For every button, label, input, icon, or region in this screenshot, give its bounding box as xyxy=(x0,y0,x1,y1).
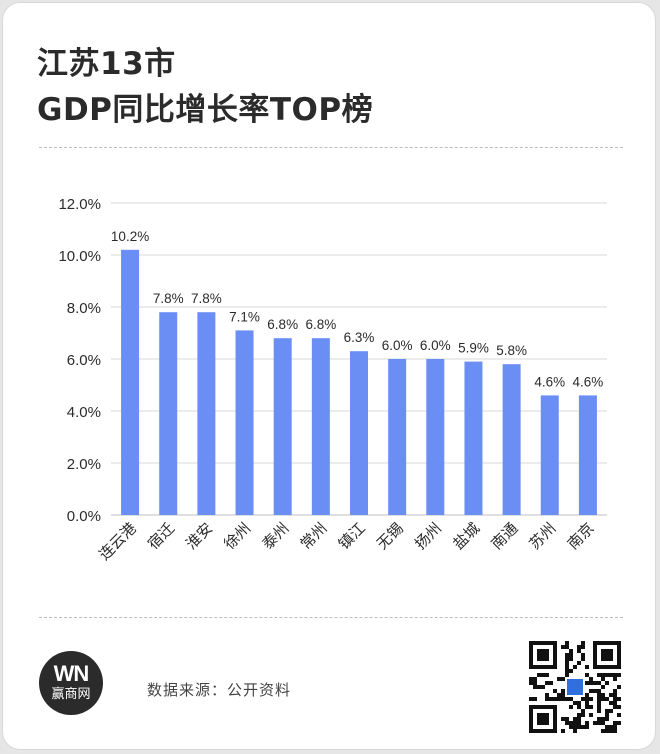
data-label: 5.9% xyxy=(458,341,489,356)
data-label: 10.2% xyxy=(111,229,149,244)
data-label: 7.1% xyxy=(229,309,260,324)
y-tick-label: 8.0% xyxy=(67,300,101,317)
x-tick-label: 苏州 xyxy=(526,519,560,553)
data-label: 7.8% xyxy=(191,291,222,306)
bar xyxy=(426,359,445,515)
y-tick-label: 2.0% xyxy=(67,456,101,473)
bar xyxy=(235,330,254,515)
bar xyxy=(350,351,368,515)
bar-chart: 0.0% 2.0% 4.0% 6.0% 8.0% 10.0% 12.0% 10.2% 连云港 7.… xyxy=(58,196,607,564)
y-tick-label: 0.0% xyxy=(67,508,101,525)
bar xyxy=(311,338,330,515)
data-label: 4.6% xyxy=(534,374,565,389)
data-label: 7.8% xyxy=(153,291,184,306)
bar xyxy=(464,361,483,515)
bar xyxy=(502,364,521,515)
qr-code-icon xyxy=(529,641,621,733)
bar xyxy=(197,312,216,515)
data-label: 6.8% xyxy=(267,317,298,332)
data-source: 数据来源：公开资料 xyxy=(147,681,292,699)
top-divider xyxy=(39,147,623,148)
bottom-divider xyxy=(39,617,623,618)
x-tick-label: 南通 xyxy=(487,519,521,553)
y-tick-label: 6.0% xyxy=(67,352,101,369)
x-tick-label: 盐城 xyxy=(449,519,483,553)
logo-mark: WN xyxy=(53,661,90,686)
x-tick-label: 宿迁 xyxy=(144,519,178,553)
bar xyxy=(388,359,407,515)
data-label: 6.0% xyxy=(382,338,413,353)
title-line-2: GDP同比增长率TOP榜 xyxy=(37,92,374,128)
bar xyxy=(578,395,597,515)
data-label: 6.0% xyxy=(420,338,451,353)
data-label: 5.8% xyxy=(496,343,527,358)
x-tick-label: 镇江 xyxy=(335,519,369,553)
x-tick-label: 扬州 xyxy=(411,519,445,553)
y-tick-label: 12.0% xyxy=(58,196,101,213)
x-tick-label: 淮安 xyxy=(182,519,216,553)
x-tick-label: 常州 xyxy=(297,519,331,553)
x-tick-label: 南京 xyxy=(564,519,598,553)
x-tick-label: 无锡 xyxy=(373,519,407,553)
bar xyxy=(273,338,292,515)
bar xyxy=(121,249,140,516)
title-line-1: 江苏13市 xyxy=(37,46,176,82)
x-tick-label: 连云港 xyxy=(95,519,140,564)
y-tick-label: 4.0% xyxy=(67,404,101,421)
winshang-logo: WN 赢商网 xyxy=(39,651,103,715)
y-tick-label: 10.0% xyxy=(58,248,101,265)
bar xyxy=(540,395,559,515)
data-label: 6.8% xyxy=(305,317,336,332)
data-label: 4.6% xyxy=(573,374,604,389)
chart-title: 江苏13市 GDP同比增长率TOP榜 xyxy=(37,41,373,133)
x-tick-label: 泰州 xyxy=(259,519,293,553)
bar xyxy=(159,312,178,515)
data-label: 6.3% xyxy=(344,330,375,345)
logo-name: 赢商网 xyxy=(51,687,91,702)
x-tick-label: 徐州 xyxy=(220,519,254,553)
